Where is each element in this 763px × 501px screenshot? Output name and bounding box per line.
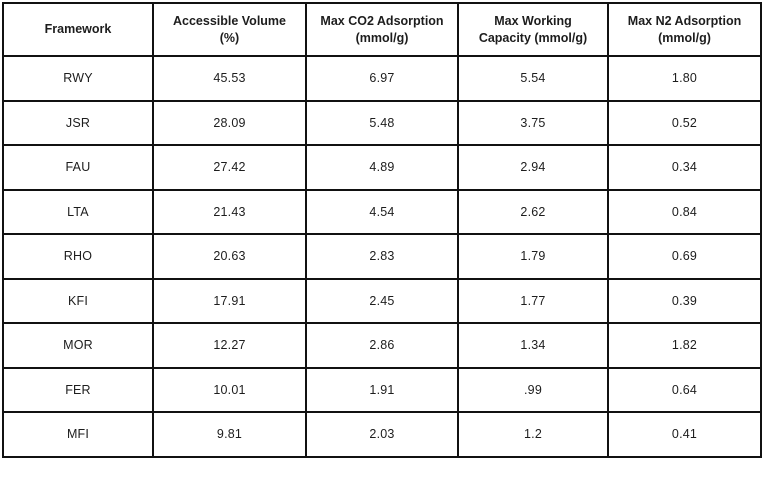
value-cell: 0.84 — [607, 188, 762, 235]
value-cell: 21.43 — [152, 188, 307, 235]
value-cell: 4.89 — [305, 144, 459, 191]
framework-cell: JSR — [2, 99, 154, 146]
value-cell: 2.45 — [305, 277, 459, 324]
value-cell: 1.91 — [305, 366, 459, 413]
value-cell: 4.54 — [305, 188, 459, 235]
value-cell: 0.64 — [607, 366, 762, 413]
framework-cell: MOR — [2, 322, 154, 369]
framework-cell: RWY — [2, 55, 154, 102]
framework-adsorption-table: Framework Accessible Volume (%) Max CO2 … — [2, 2, 762, 458]
table-row: JSR 28.09 5.48 3.75 0.52 — [2, 99, 762, 146]
framework-cell: FER — [2, 366, 154, 413]
table-row: MFI 9.81 2.03 1.2 0.41 — [2, 411, 762, 458]
value-cell: 1.82 — [607, 322, 762, 369]
value-cell: 1.77 — [457, 277, 609, 324]
column-header-max-working-capacity: Max Working Capacity (mmol/g) — [457, 2, 609, 57]
framework-cell: LTA — [2, 188, 154, 235]
value-cell: 0.52 — [607, 99, 762, 146]
column-header-framework: Framework — [2, 2, 154, 57]
framework-cell: RHO — [2, 233, 154, 280]
table-row: KFI 17.91 2.45 1.77 0.39 — [2, 277, 762, 324]
value-cell: 3.75 — [457, 99, 609, 146]
framework-cell: MFI — [2, 411, 154, 458]
value-cell: 9.81 — [152, 411, 307, 458]
table-row: LTA 21.43 4.54 2.62 0.84 — [2, 188, 762, 235]
value-cell: 5.54 — [457, 55, 609, 102]
value-cell: 2.62 — [457, 188, 609, 235]
value-cell: 12.27 — [152, 322, 307, 369]
table-row: FER 10.01 1.91 .99 0.64 — [2, 366, 762, 413]
value-cell: 2.03 — [305, 411, 459, 458]
value-cell: 0.39 — [607, 277, 762, 324]
value-cell: 2.94 — [457, 144, 609, 191]
column-header-accessible-volume: Accessible Volume (%) — [152, 2, 307, 57]
value-cell: 2.83 — [305, 233, 459, 280]
table-row: RHO 20.63 2.83 1.79 0.69 — [2, 233, 762, 280]
value-cell: 27.42 — [152, 144, 307, 191]
table-row: FAU 27.42 4.89 2.94 0.34 — [2, 144, 762, 191]
value-cell: 28.09 — [152, 99, 307, 146]
value-cell: 0.34 — [607, 144, 762, 191]
table-row: RWY 45.53 6.97 5.54 1.80 — [2, 55, 762, 102]
value-cell: 1.80 — [607, 55, 762, 102]
framework-cell: FAU — [2, 144, 154, 191]
value-cell: 45.53 — [152, 55, 307, 102]
value-cell: .99 — [457, 366, 609, 413]
value-cell: 20.63 — [152, 233, 307, 280]
value-cell: 2.86 — [305, 322, 459, 369]
value-cell: 1.2 — [457, 411, 609, 458]
value-cell: 0.41 — [607, 411, 762, 458]
framework-cell: KFI — [2, 277, 154, 324]
table-row: MOR 12.27 2.86 1.34 1.82 — [2, 322, 762, 369]
value-cell: 5.48 — [305, 99, 459, 146]
value-cell: 1.34 — [457, 322, 609, 369]
value-cell: 10.01 — [152, 366, 307, 413]
header-row: Framework Accessible Volume (%) Max CO2 … — [2, 2, 762, 57]
value-cell: 17.91 — [152, 277, 307, 324]
value-cell: 6.97 — [305, 55, 459, 102]
value-cell: 1.79 — [457, 233, 609, 280]
value-cell: 0.69 — [607, 233, 762, 280]
column-header-max-n2-adsorption: Max N2 Adsorption (mmol/g) — [607, 2, 762, 57]
column-header-max-co2-adsorption: Max CO2 Adsorption (mmol/g) — [305, 2, 459, 57]
